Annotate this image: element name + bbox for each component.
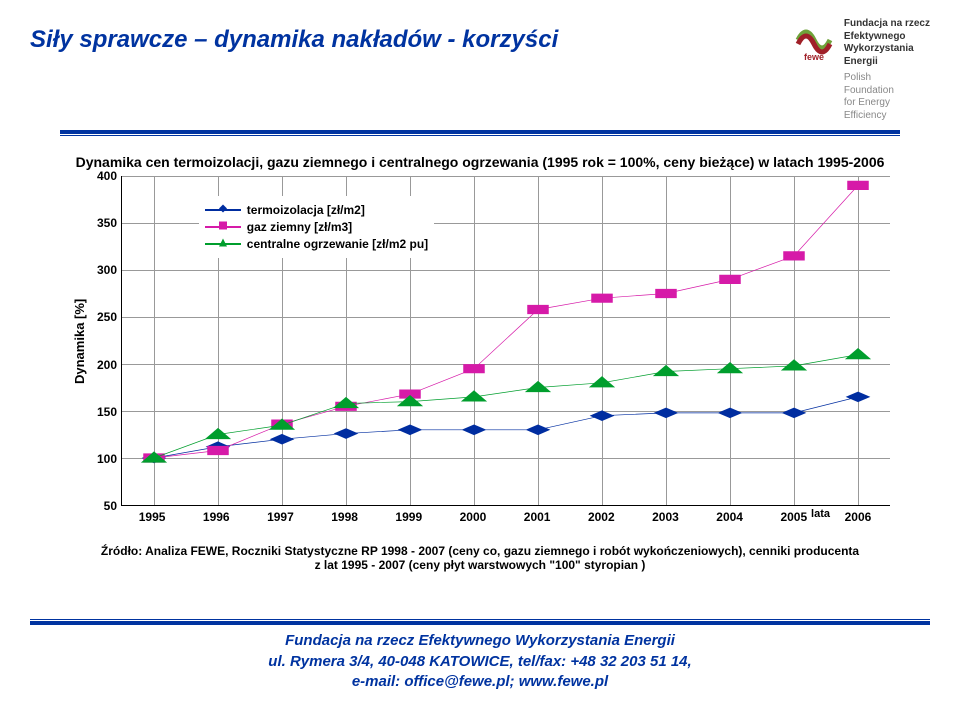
y-tick-label: 100 — [97, 452, 117, 466]
series-marker — [403, 427, 417, 433]
series-marker — [275, 422, 289, 428]
title-rule — [60, 130, 900, 136]
x-tick-label: 1997 — [248, 506, 312, 524]
series-marker — [851, 394, 865, 400]
x-tick-label: 2000 — [441, 506, 505, 524]
series-marker — [531, 307, 545, 313]
series-marker — [851, 182, 865, 188]
fewe-logo-icon: fewe — [792, 18, 836, 62]
x-ticks: 1995199619971998199920002001200220032004… — [120, 506, 890, 524]
svg-text:fewe: fewe — [804, 52, 824, 62]
logo: fewe Fundacja na rzecz Efektywnego Wykor… — [792, 18, 930, 122]
logo-pl-1: Fundacja na rzecz — [844, 18, 930, 31]
header: Siły sprawcze – dynamika nakładów - korz… — [30, 18, 930, 122]
series-marker — [659, 410, 673, 416]
page-title: Siły sprawcze – dynamika nakładów - korz… — [30, 18, 558, 54]
logo-pl-4: Energii — [844, 56, 930, 69]
series-marker — [275, 436, 289, 442]
series-marker — [659, 369, 673, 375]
logo-text: Fundacja na rzecz Efektywnego Wykorzysta… — [844, 18, 930, 122]
logo-en-4: Efficiency — [844, 110, 930, 123]
series-marker — [851, 352, 865, 358]
series-marker — [595, 380, 609, 386]
series-marker — [723, 366, 737, 372]
plot-wrap: Dynamika [%] 50100150200250300350400 ter… — [70, 176, 890, 506]
series-marker — [403, 399, 417, 405]
y-axis-label: Dynamika [%] — [70, 176, 89, 506]
series-marker — [595, 295, 609, 301]
series-marker — [211, 448, 225, 454]
x-tick-label: 2003 — [633, 506, 697, 524]
series-line — [154, 355, 858, 458]
page: Siły sprawcze – dynamika nakładów - korz… — [0, 0, 960, 706]
y-tick-label: 150 — [97, 405, 117, 419]
legend-label: centralne ogrzewanie [zł/m2 pu] — [247, 237, 428, 251]
footer-line-2: ul. Rymera 3/4, 40-048 KATOWICE, tel/fax… — [0, 652, 960, 672]
series-marker — [531, 385, 545, 391]
y-ticks: 50100150200250300350400 — [89, 176, 121, 506]
series-marker — [659, 291, 673, 297]
logo-en-1: Polish — [844, 72, 930, 85]
y-tick-label: 250 — [97, 310, 117, 324]
y-tick-label: 200 — [97, 358, 117, 372]
series-marker — [339, 401, 353, 407]
series-marker — [211, 432, 225, 438]
y-tick-label: 400 — [97, 169, 117, 183]
series-marker — [467, 427, 481, 433]
logo-pl-2: Efektywnego — [844, 31, 930, 44]
legend-item: gaz ziemny [zł/m3] — [205, 220, 428, 234]
x-tick-label: 1996 — [184, 506, 248, 524]
series-marker — [787, 410, 801, 416]
series-marker — [467, 366, 481, 372]
footer-line-3: e-mail: office@fewe.pl; www.fewe.pl — [0, 672, 960, 692]
chart: Dynamika cen termoizolacji, gazu ziemneg… — [70, 154, 890, 572]
x-tick-label: 2002 — [569, 506, 633, 524]
y-tick-label: 350 — [97, 216, 117, 230]
x-tick-label: 2006 — [826, 506, 890, 524]
footer: Fundacja na rzecz Efektywnego Wykorzysta… — [0, 619, 960, 692]
series-marker — [595, 413, 609, 419]
x-axis-note: lata — [811, 508, 830, 520]
source-text: Źródło: Analiza FEWE, Roczniki Statystyc… — [70, 544, 890, 572]
legend-label: gaz ziemny [zł/m3] — [247, 220, 352, 234]
x-tick-label: 2001 — [505, 506, 569, 524]
series-marker — [147, 455, 161, 461]
series-marker — [467, 394, 481, 400]
legend-label: termoizolacja [zł/m2] — [247, 203, 365, 217]
footer-rule — [30, 619, 930, 625]
chart-title: Dynamika cen termoizolacji, gazu ziemneg… — [70, 154, 890, 170]
footer-line-1: Fundacja na rzecz Efektywnego Wykorzysta… — [0, 631, 960, 651]
x-tick-label: 1999 — [377, 506, 441, 524]
series-marker — [723, 410, 737, 416]
series-line — [154, 397, 858, 458]
x-tick-label: 1998 — [313, 506, 377, 524]
x-tick-label: 1995 — [120, 506, 184, 524]
series-marker — [787, 253, 801, 259]
logo-en-3: for Energy — [844, 97, 930, 110]
y-tick-label: 300 — [97, 263, 117, 277]
series-marker — [787, 363, 801, 369]
logo-pl-3: Wykorzystania — [844, 43, 930, 56]
series-marker — [339, 431, 353, 437]
legend-item: termoizolacja [zł/m2] — [205, 203, 428, 217]
series-marker — [723, 276, 737, 282]
plot-area: termoizolacja [zł/m2] gaz ziemny [zł/m3] c… — [121, 176, 890, 506]
x-tick-label: 2004 — [698, 506, 762, 524]
legend-item: centralne ogrzewanie [zł/m2 pu] — [205, 237, 428, 251]
chart-legend: termoizolacja [zł/m2] gaz ziemny [zł/m3] c… — [199, 196, 434, 258]
series-marker — [531, 427, 545, 433]
logo-en-2: Foundation — [844, 85, 930, 98]
